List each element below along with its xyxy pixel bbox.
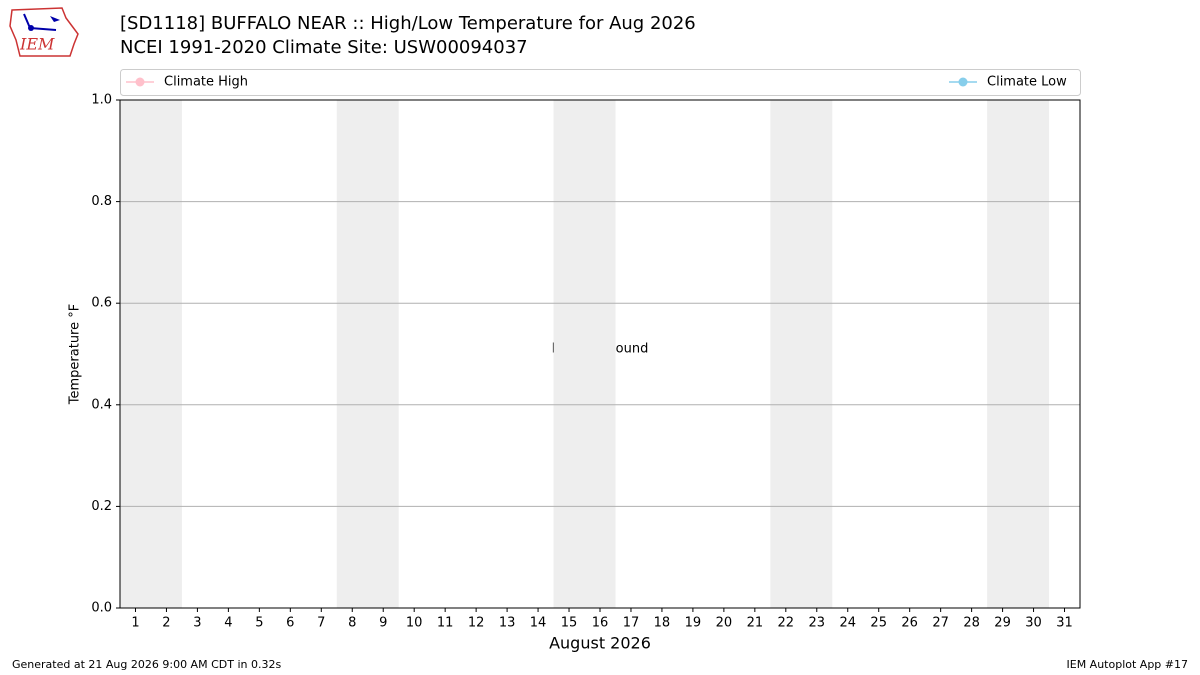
legend-marker (958, 77, 968, 87)
x-tick-label: 29 (994, 616, 1011, 631)
y-tick-label: 0.8 (91, 194, 112, 209)
logo-icon (28, 25, 34, 31)
x-tick-label: 26 (901, 616, 918, 631)
x-tick-label: 18 (654, 616, 671, 631)
x-tick-label: 23 (809, 616, 826, 631)
legend-box (120, 69, 1081, 96)
x-tick-label: 9 (379, 616, 387, 631)
weekend-shade (336, 100, 399, 608)
x-tick-label: 22 (778, 616, 795, 631)
weekend-shade (987, 100, 1050, 608)
legend-label: Climate Low (987, 75, 1067, 90)
y-tick-label: 0.4 (91, 397, 112, 412)
x-tick-label: 2 (162, 616, 170, 631)
x-tick-label: 28 (963, 616, 980, 631)
x-tick-label: 7 (317, 616, 325, 631)
x-tick-label: 3 (193, 616, 201, 631)
footer-right: IEM Autoplot App #17 (1067, 658, 1189, 671)
x-tick-label: 15 (561, 616, 578, 631)
chart-subtitle: NCEI 1991-2020 Climate Site: USW00094037 (120, 37, 528, 58)
x-tick-label: 17 (623, 616, 640, 631)
x-tick-label: 12 (468, 616, 485, 631)
x-tick-label: 16 (592, 616, 609, 631)
x-tick-label: 11 (437, 616, 454, 631)
y-tick-label: 1.0 (91, 93, 112, 108)
x-tick-label: 21 (747, 616, 764, 631)
x-tick-label: 13 (499, 616, 516, 631)
x-tick-label: 6 (286, 616, 294, 631)
x-axis-label: August 2026 (549, 634, 651, 653)
logo: IEM (9, 7, 79, 57)
x-tick-label: 31 (1056, 616, 1073, 631)
y-tick-label: 0.6 (91, 296, 112, 311)
y-tick-label: 0.0 (91, 601, 112, 616)
legend-marker (135, 77, 145, 87)
weekend-shade (120, 100, 182, 608)
x-tick-label: 24 (839, 616, 856, 631)
plot-frame (119, 99, 1081, 609)
x-tick-label: 25 (870, 616, 887, 631)
x-tick-label: 27 (932, 616, 949, 631)
x-tick-label: 4 (224, 616, 232, 631)
x-tick-label: 1 (131, 616, 139, 631)
x-tick-label: 20 (716, 616, 733, 631)
x-tick-label: 10 (406, 616, 423, 631)
weekend-shade (770, 100, 833, 608)
legend-label: Climate High (164, 75, 248, 90)
logo-text: IEM (19, 35, 55, 54)
chart-title: [SD1118] BUFFALO NEAR :: High/Low Temper… (120, 13, 696, 34)
x-tick-label: 19 (685, 616, 702, 631)
y-tick-label: 0.2 (91, 499, 112, 514)
x-tick-label: 8 (348, 616, 356, 631)
footer-left: Generated at 21 Aug 2026 9:00 AM CDT in … (12, 658, 281, 671)
logo-icon (23, 13, 31, 29)
x-tick-label: 5 (255, 616, 263, 631)
weekend-shade (553, 100, 616, 608)
x-tick-label: 30 (1025, 616, 1042, 631)
y-axis-label: Temperature °F (68, 304, 83, 405)
logo-icon (50, 16, 60, 22)
logo-icon (29, 27, 57, 31)
x-tick-label: 14 (530, 616, 547, 631)
